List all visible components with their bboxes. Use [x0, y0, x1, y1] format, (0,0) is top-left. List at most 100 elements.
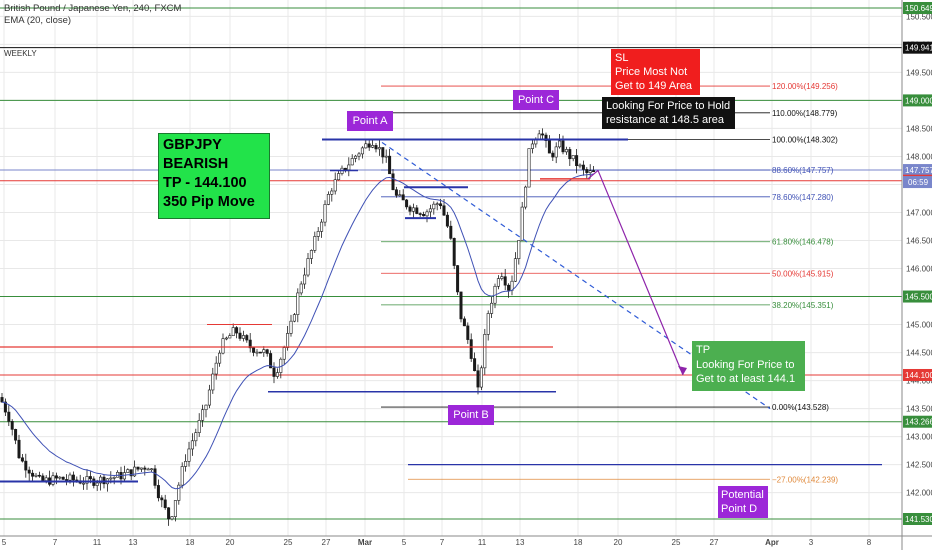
candle-body [561, 140, 565, 153]
candle-body [524, 186, 528, 208]
candle-body [445, 214, 449, 227]
level-tag-label: 149.000 [905, 96, 932, 105]
candle-body [585, 169, 589, 173]
candle-body [289, 320, 293, 334]
candle-body [381, 147, 385, 158]
fib-label: 110.00%(148.779) [772, 109, 838, 118]
candle-body [428, 208, 432, 213]
candle-body [456, 265, 460, 293]
candle-body [581, 164, 585, 170]
candle-body [469, 339, 473, 359]
level-tag [903, 290, 932, 303]
candle-body [384, 155, 388, 158]
candle-body [483, 334, 487, 369]
candle-body [388, 155, 392, 175]
projection-arrowhead [678, 365, 687, 375]
price-tick-label: 150.500 [906, 12, 932, 21]
candle-body [99, 476, 103, 484]
candles [0, 128, 596, 526]
level-tag [903, 513, 932, 525]
candle-body [377, 147, 381, 150]
candle-body [466, 325, 470, 340]
candle-body [405, 199, 409, 208]
candle-body [496, 278, 500, 287]
candle-body [241, 335, 245, 339]
time-tick-label: 3 [809, 538, 814, 547]
candle-body [398, 194, 402, 197]
candle-body [422, 213, 426, 217]
candle-body [269, 353, 273, 369]
candle-body [184, 461, 188, 467]
time-axis: 5 7 11 13 18 20 25 27 Mar 5 7 11 13 18 20 25 27 Apr 3 8 [0, 535, 932, 547]
candle-body [68, 474, 72, 481]
candle-body [51, 475, 55, 485]
candle-body [371, 145, 375, 148]
fibonacci-levels: 120.00%(149.256) 110.00%(148.779) 100.00%(… [381, 82, 838, 484]
candle-body [449, 225, 453, 239]
point-c-label[interactable]: Point C [513, 90, 559, 110]
candle-body [31, 472, 35, 477]
candle-body [160, 497, 164, 501]
time-tick-label: 5 [402, 538, 407, 547]
candle-body [204, 404, 208, 411]
candle-body [333, 179, 337, 192]
candle-body [486, 313, 490, 335]
candle-body [201, 409, 205, 421]
gbpjpy-bearish-box[interactable]: GBPJPY BEARISH TP - 144.100 350 Pip Move [158, 133, 270, 219]
fib-label: −27.00%(142.239) [772, 475, 838, 484]
candle-body [238, 332, 242, 339]
candle-body [360, 147, 364, 155]
time-tick-label: 11 [93, 538, 102, 547]
time-tick-label: Mar [358, 538, 372, 547]
candle-body [554, 146, 558, 158]
candle-body [588, 170, 592, 173]
candle-body [146, 468, 150, 471]
candle-body [211, 373, 215, 391]
candle-body [10, 421, 14, 430]
point-b-label[interactable]: Point B [448, 405, 494, 425]
time-tick-label: 20 [226, 538, 235, 547]
candle-body [520, 206, 524, 241]
candle-body [564, 149, 568, 153]
candle-body [112, 476, 116, 479]
symbol-title: British Pound / Japanese Yen, 240, FXCM [4, 3, 182, 14]
potential-point-d-label[interactable]: Potential Point D [718, 486, 768, 518]
candle-body [503, 276, 507, 286]
candle-body [95, 482, 99, 486]
candle-body [350, 158, 354, 166]
candle-body [65, 479, 69, 481]
candle-body [143, 467, 147, 470]
price-tick-label: 147.000 [906, 208, 932, 217]
candle-body [479, 367, 483, 388]
resistance-note-box[interactable]: Looking For Price to Hold resistance at … [602, 97, 735, 129]
fib-label: 50.00%(145.915) [772, 269, 834, 278]
fib-label: 0.00%(143.528) [772, 403, 829, 412]
candle-body [527, 148, 531, 188]
candle-body [292, 314, 296, 322]
drawings [0, 138, 882, 483]
price-tick-label: 146.500 [906, 236, 932, 245]
price-tick-label: 142.500 [906, 461, 932, 470]
candle-body [286, 333, 290, 348]
candle-body [3, 401, 7, 413]
price-tick-label: 144.500 [906, 349, 932, 358]
level-tag [903, 415, 932, 428]
candle-body [262, 349, 266, 353]
candle-body [299, 283, 303, 294]
candle-body [214, 362, 218, 375]
level-tag [903, 2, 932, 14]
candle-body [190, 440, 194, 450]
level-tag-label: 147.757 [905, 166, 932, 175]
candle-body [252, 347, 256, 353]
price-tick-label: 145.000 [906, 321, 932, 330]
candle-body [432, 203, 436, 210]
candle-body [54, 475, 58, 479]
take-profit-box[interactable]: TP Looking For Price to Get to at least … [692, 341, 805, 391]
stop-loss-box[interactable]: SL Price Most Not Get to 149 Area [611, 49, 700, 95]
time-tick-label: 20 [614, 538, 623, 547]
point-a-label[interactable]: Point A [347, 111, 393, 131]
candle-body [129, 469, 133, 477]
level-tag-label: 150.649 [905, 4, 932, 13]
